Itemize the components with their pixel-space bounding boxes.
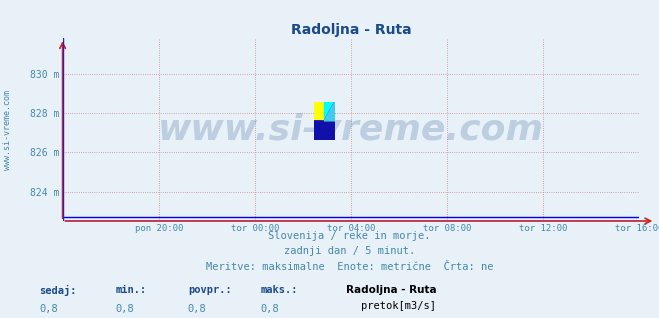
Text: 0,8: 0,8 xyxy=(40,304,58,314)
Text: maks.:: maks.: xyxy=(260,285,298,294)
Text: Meritve: maksimalne  Enote: metrične  Črta: ne: Meritve: maksimalne Enote: metrične Črta… xyxy=(206,262,493,272)
Text: 0,8: 0,8 xyxy=(260,304,279,314)
Text: 0,8: 0,8 xyxy=(188,304,206,314)
Polygon shape xyxy=(324,102,335,121)
Text: www.si-vreme.com: www.si-vreme.com xyxy=(158,113,544,147)
Text: povpr.:: povpr.: xyxy=(188,285,231,294)
Text: pretok[m3/s]: pretok[m3/s] xyxy=(361,301,436,310)
Title: Radoljna - Ruta: Radoljna - Ruta xyxy=(291,23,411,37)
Text: www.si-vreme.com: www.si-vreme.com xyxy=(3,90,13,170)
Text: 0,8: 0,8 xyxy=(115,304,134,314)
Polygon shape xyxy=(314,102,335,140)
Polygon shape xyxy=(314,102,324,121)
Text: min.:: min.: xyxy=(115,285,146,294)
Text: Slovenija / reke in morje.: Slovenija / reke in morje. xyxy=(268,231,430,240)
Polygon shape xyxy=(324,102,335,121)
Text: zadnji dan / 5 minut.: zadnji dan / 5 minut. xyxy=(283,246,415,256)
Text: Radoljna - Ruta: Radoljna - Ruta xyxy=(346,285,437,294)
Text: sedaj:: sedaj: xyxy=(40,285,77,296)
